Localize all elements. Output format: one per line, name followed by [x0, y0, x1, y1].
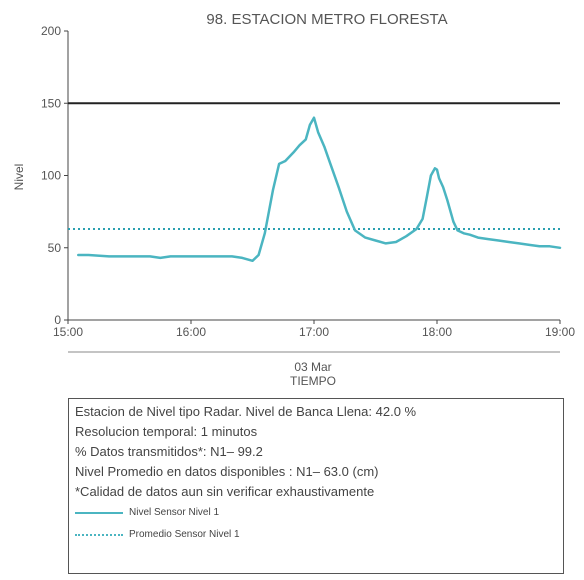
- data-point: [497, 239, 500, 242]
- legend-item-sensor: Nivel Sensor Nivel 1: [75, 502, 557, 524]
- data-point: [337, 186, 340, 188]
- data-point: [434, 167, 436, 170]
- data-point: [415, 228, 418, 230]
- data-point: [149, 255, 151, 258]
- data-point: [446, 199, 449, 201]
- data-point: [272, 189, 274, 191]
- info-line-resolution: Resolucion temporal: 1 minutos: [75, 424, 258, 439]
- data-point: [548, 245, 551, 248]
- data-point: [313, 116, 315, 119]
- data-point: [169, 255, 172, 258]
- info-line-average: Nivel Promedio en datos disponibles : N1…: [75, 464, 379, 479]
- data-point: [405, 235, 408, 237]
- legend-label-sensor: Nivel Sensor Nivel 1: [129, 507, 220, 518]
- info-line-radar: Estacion de Nivel tipo Radar. Nivel de B…: [75, 404, 417, 419]
- y-tick-label: 150: [41, 96, 61, 110]
- data-point: [425, 196, 428, 198]
- data-point: [436, 168, 438, 171]
- x-axis-ticks: 15:00 16:00 17:00 18:00 19:00: [53, 320, 575, 339]
- y-axis-label: Nivel: [12, 164, 26, 191]
- data-point: [469, 233, 471, 236]
- data-point: [364, 236, 367, 239]
- data-point: [487, 238, 490, 240]
- legend-label-average: Promedio Sensor Nivel 1: [129, 529, 240, 540]
- data-point: [278, 163, 280, 165]
- data-point: [395, 241, 397, 243]
- legend-solid-line-icon: [75, 512, 123, 514]
- level-chart: 98. ESTACION METRO FLORESTA Nivel 0 50 100…: [12, 11, 575, 388]
- y-tick-label: 200: [41, 24, 61, 38]
- x-tick-label: 19:00: [545, 325, 575, 339]
- data-point: [384, 242, 387, 245]
- x-tick-label: 15:00: [53, 325, 83, 339]
- data-point: [323, 145, 326, 148]
- x-tick-label: 17:00: [299, 325, 329, 339]
- data-point: [430, 174, 432, 177]
- data-point: [264, 232, 266, 235]
- data-point: [108, 255, 110, 258]
- x-tick-label: 18:00: [422, 325, 452, 339]
- data-point: [317, 131, 319, 133]
- data-point: [257, 254, 260, 256]
- data-point: [559, 246, 561, 249]
- data-point: [309, 124, 311, 126]
- y-tick-label: 50: [48, 241, 62, 255]
- data-point: [231, 255, 233, 258]
- data-point: [442, 186, 444, 188]
- data-point: [374, 239, 377, 242]
- x-tick-label: 16:00: [176, 325, 206, 339]
- info-box: Estacion de Nivel tipo Radar. Nivel de B…: [68, 398, 564, 574]
- info-line-quality-note: *Calidad de datos aun sin verificar exha…: [75, 484, 375, 499]
- data-point: [159, 257, 162, 259]
- data-point: [456, 229, 459, 232]
- data-point: [284, 160, 287, 162]
- data-point: [538, 245, 541, 248]
- legend-dotted-line-icon: [75, 534, 123, 536]
- legend-item-average: Promedio Sensor Nivel 1: [75, 524, 557, 546]
- data-point: [518, 242, 520, 245]
- data-point: [251, 259, 254, 262]
- data-point: [477, 236, 479, 239]
- x-axis-date-label: 03 Mar: [294, 360, 331, 374]
- data-point: [438, 177, 440, 180]
- data-point: [190, 255, 192, 258]
- data-point: [210, 255, 213, 258]
- data-point: [421, 218, 424, 220]
- x-axis-label: TIEMPO: [290, 374, 336, 388]
- data-point: [329, 163, 332, 165]
- data-point: [241, 257, 244, 259]
- y-tick-label: 0: [54, 313, 61, 327]
- data-point: [87, 254, 90, 256]
- data-point: [354, 229, 356, 232]
- plot-area: [67, 31, 562, 321]
- y-tick-label: 100: [41, 169, 61, 183]
- y-axis-ticks: 0 50 100 150 200: [41, 24, 68, 327]
- data-point: [305, 138, 307, 141]
- data-point: [298, 144, 301, 146]
- data-point: [528, 244, 531, 246]
- data-point: [77, 254, 80, 256]
- info-line-transmitted: % Datos transmitidos*: N1– 99.2: [75, 444, 263, 459]
- data-point: [128, 255, 131, 258]
- data-point: [507, 241, 510, 243]
- data-point: [346, 210, 348, 213]
- data-point: [462, 232, 465, 235]
- data-point: [292, 151, 295, 154]
- chart-title: 98. ESTACION METRO FLORESTA: [206, 11, 447, 28]
- data-point: [452, 220, 455, 223]
